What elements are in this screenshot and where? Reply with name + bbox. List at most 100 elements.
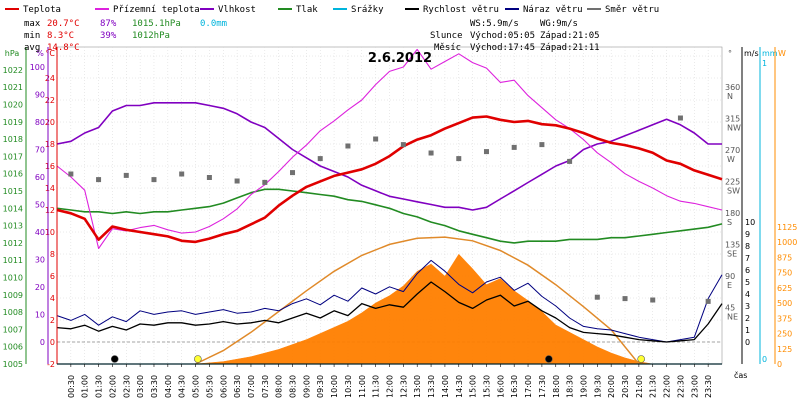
hpa-tick-label: 1018 [3,135,23,144]
stats-humidity: 87% [100,19,117,29]
humidity-line [56,102,722,211]
wind-direction-point [234,178,240,184]
pct-tick-label: 70 [35,146,45,155]
hpa-tick-label: 1017 [3,152,23,161]
stats-rain: 0.0mm [200,19,227,29]
x-tick-label: 10:30 [344,375,353,398]
x-tick-label: 22:30 [676,375,685,398]
stats-label: min [24,31,40,41]
pct-tick-label: 60 [35,173,45,182]
x-tick-label: 16:30 [510,375,519,398]
ms-tick-label: 0 [745,338,750,347]
legend-label: Vlhkost [218,5,256,15]
stats-label: max [24,19,41,29]
wind-direction-point [290,170,296,176]
ms-tick-label: 1 [745,326,750,335]
moonset-info: Západ:21:11 [540,43,600,53]
wind-direction-point [594,294,600,300]
x-tick-label: 09:00 [302,375,311,398]
x-tick-label: 21:00 [635,375,644,398]
legend-label: Teplota [23,5,61,15]
wind-direction-point [483,149,489,155]
marker-sunrise [194,355,202,363]
temp-tick-label: 20 [45,118,55,127]
deg-tick-label: 90 [725,272,735,281]
deg-tick-label: 360 [725,83,740,92]
ms-tick-label: 8 [745,242,750,251]
x-tick-label: 05:00 [192,375,201,398]
mm-axis-unit: mm [762,49,778,58]
hpa-tick-label: 1005 [3,360,23,369]
w-tick-label: 0 [777,360,782,369]
stats-humidity: 39% [100,31,117,41]
deg-tick-label: 135 [725,241,740,250]
temp-axis-unit: °C [45,49,55,58]
pct-tick-label: 30 [35,256,45,265]
temp-tick-label: 14 [45,184,55,193]
x-tick-label: 18:00 [552,375,561,398]
hpa-tick-label: 1021 [3,83,23,92]
info-block: max 20.7°C 87% 1015.1hPa 0.0mm min 8.3°C 39% 101… [24,19,600,53]
x-axis-label: čas [734,370,747,380]
wind-direction-point [345,143,351,149]
deg-tick-label: 315 [725,115,740,124]
x-tick-label: 17:30 [538,375,547,398]
deg-axis-unit: ° [728,49,732,58]
pct-axis-unit: % [36,49,44,58]
ms-tick-label: 9 [745,230,750,239]
deg-direction-label: E [727,281,732,290]
w-tick-label: 375 [777,314,792,323]
temp-tick-label: 10 [45,228,55,237]
x-tick-label: 02:00 [108,375,117,398]
x-tick-label: 21:30 [649,375,658,398]
x-tick-label: 03:30 [150,375,159,398]
hpa-tick-label: 1015 [3,187,23,196]
x-tick-label: 12:00 [386,375,395,398]
stats-temp: 14.8°C [47,43,80,53]
wind-direction-point [539,142,545,148]
x-tick-label: 20:00 [607,375,616,398]
deg-direction-label: S [727,218,732,227]
wind-direction-point [677,115,683,121]
temp-tick-label: 18 [45,140,55,149]
ms-tick-label: 7 [745,254,750,263]
w-tick-label: 875 [777,253,792,262]
temp-tick-label: 0 [50,338,55,347]
hpa-tick-label: 1012 [3,239,23,248]
temp-tick-label: 24 [45,74,55,83]
x-tick-label: 23:30 [704,375,713,398]
hpa-tick-label: 1006 [3,343,23,352]
stats-pressure: 1015.1hPa [132,19,181,29]
x-tick-label: 15:00 [469,375,478,398]
marker-moonrise [545,355,553,363]
x-tick-label: 04:00 [164,375,173,398]
stats-label: avg [24,43,40,53]
stats-temp: 20.7°C [47,19,80,29]
hpa-tick-label: 1016 [3,170,23,179]
x-tick-label: 20:30 [621,375,630,398]
temp-tick-label: -2 [47,360,55,369]
wind-direction-point [567,158,573,164]
marker-sunset [637,355,645,363]
wind-speed-line [56,281,723,343]
hpa-tick-label: 1007 [3,325,23,334]
x-tick-label: 16:00 [496,375,505,398]
wind-direction-point [373,136,379,142]
deg-tick-label: 180 [725,209,740,218]
x-tick-label: 14:00 [441,375,450,398]
hpa-tick-label: 1013 [3,222,23,231]
radiation-layer [195,236,653,365]
wind-direction-point [456,156,462,162]
x-tick-label: 22:00 [663,375,672,398]
deg-tick-label: 270 [725,146,740,155]
deg-tick-label: 45 [725,304,735,313]
wind-direction-point [96,177,102,183]
sunrise-info: Východ:05:05 [470,31,535,41]
hpa-tick-label: 1019 [3,118,23,127]
axes-layer: hPa1022102110201019101810171016101510141… [3,47,797,398]
deg-tick-label: 225 [725,178,740,187]
x-tick-label: 10:00 [330,375,339,398]
ms-tick-label: 4 [745,290,750,299]
ms-tick-label: 6 [745,266,750,275]
w-tick-label: 1000 [777,238,797,247]
